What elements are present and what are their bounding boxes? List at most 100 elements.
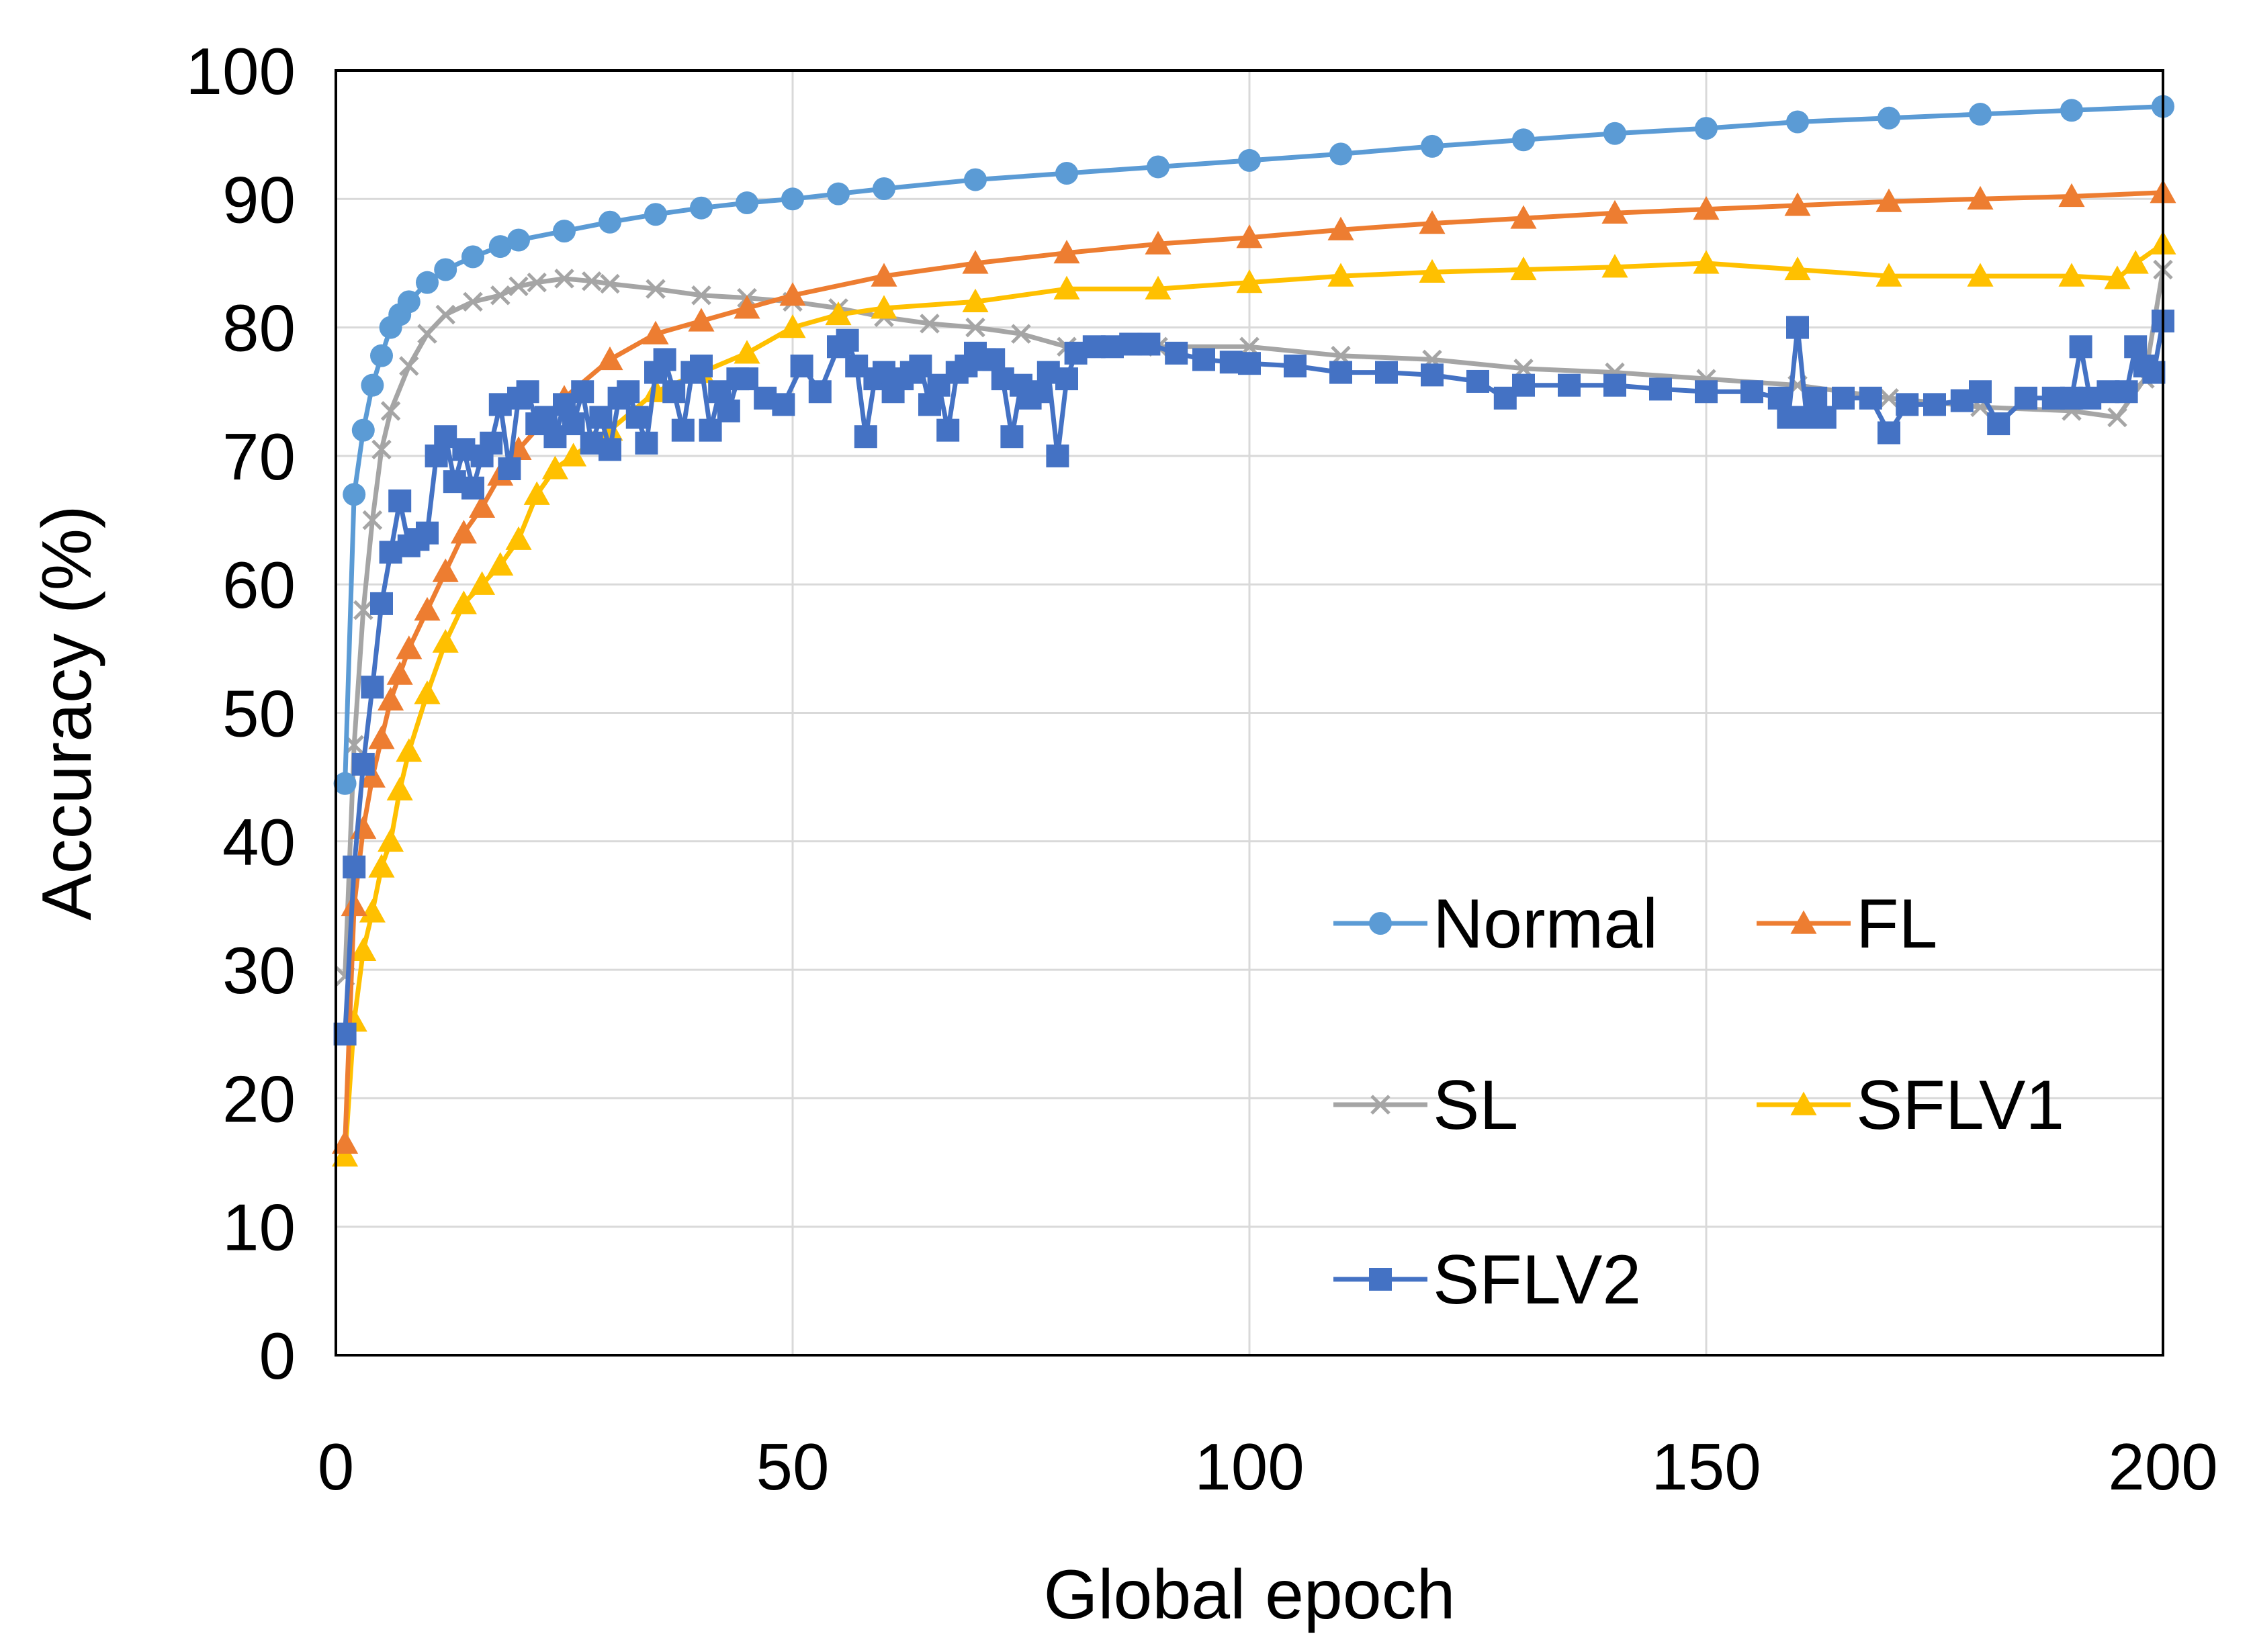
fl-point xyxy=(871,263,897,287)
sflv2-point xyxy=(772,393,795,416)
sflv2-point xyxy=(498,457,521,481)
legend-label: SFLV1 xyxy=(1856,1066,2064,1144)
normal-point xyxy=(1147,155,1169,179)
fl-point xyxy=(359,764,386,788)
sflv2-point xyxy=(1603,373,1626,397)
normal-point xyxy=(827,182,850,205)
legend-label: FL xyxy=(1856,885,1937,963)
sflv1-point xyxy=(450,590,477,614)
sflv2-point xyxy=(617,380,640,404)
legend-label: Normal xyxy=(1433,885,1658,963)
normal-point xyxy=(964,168,987,191)
fl-point xyxy=(1236,224,1263,248)
sflv2-point xyxy=(1923,393,1946,416)
fl-point xyxy=(688,308,715,332)
sflv2-point xyxy=(2015,386,2037,410)
fl-point xyxy=(386,661,413,685)
y-axis-title: Accuracy (%) xyxy=(28,505,106,920)
sflv2-point xyxy=(982,348,1006,371)
sflv1-point xyxy=(1967,263,1994,287)
sflv1-point xyxy=(560,443,587,467)
normal-point xyxy=(736,191,758,215)
fl-point xyxy=(734,295,760,319)
sflv2-point xyxy=(1832,386,1855,410)
sflv2-point xyxy=(790,354,813,377)
sflv2-point xyxy=(361,676,384,699)
sflv1-point xyxy=(487,551,514,576)
sflv1-point xyxy=(1510,256,1537,281)
fl-point xyxy=(414,596,441,621)
sflv2-point xyxy=(854,425,877,449)
sflv2-point xyxy=(370,592,393,615)
sflv2-point xyxy=(461,476,484,500)
normal-point xyxy=(690,196,713,220)
legend-label: SL xyxy=(1433,1066,1518,1144)
fl-point xyxy=(432,558,459,582)
sflv2-point xyxy=(1896,393,1919,416)
legend-item-sflv2: SFLV2 xyxy=(1333,1241,1641,1319)
sflv1-point xyxy=(1236,269,1263,293)
sflv2-point xyxy=(480,431,503,455)
sflv2-point xyxy=(1028,380,1051,404)
normal-point xyxy=(461,245,484,269)
normal-point xyxy=(1055,162,1078,185)
sflv2-point xyxy=(416,521,439,545)
legend-marker xyxy=(1790,1091,1817,1115)
sflv1-point xyxy=(2122,250,2149,274)
fl-point xyxy=(469,494,496,518)
sl-point xyxy=(490,285,511,306)
normal-point xyxy=(488,235,512,259)
sflv2-point xyxy=(1375,361,1398,384)
y-tick-label: 50 xyxy=(222,677,296,751)
fl-point xyxy=(1419,210,1446,234)
sflv2-point xyxy=(1000,425,1024,449)
sflv2-point xyxy=(1192,348,1215,371)
series-layer xyxy=(332,95,2176,1167)
sflv2-point xyxy=(736,367,758,391)
legend-item-normal: Normal xyxy=(1333,885,1658,963)
sflv2-point xyxy=(1649,377,1672,401)
fl-point xyxy=(396,635,423,659)
fl-point xyxy=(450,520,477,544)
sflv2-point xyxy=(1558,373,1581,397)
sl-point xyxy=(600,273,620,294)
sflv1-point xyxy=(469,571,496,595)
sl-point xyxy=(380,401,401,421)
normal-point xyxy=(599,210,621,234)
sflv2-point xyxy=(1421,363,1444,387)
sflv2-point xyxy=(918,393,941,416)
sflv2-point xyxy=(2069,335,2092,359)
sflv2-point xyxy=(699,418,722,442)
sflv2-point xyxy=(599,438,621,461)
fl-point xyxy=(1784,192,1811,216)
sflv2-point xyxy=(2142,361,2166,384)
plot-area-border xyxy=(335,69,2164,1357)
fl-point xyxy=(642,320,669,345)
sl-point xyxy=(353,600,373,621)
sflv1-point xyxy=(368,854,395,878)
series-fl xyxy=(332,179,2176,1154)
sl-point xyxy=(417,324,437,344)
legend-item-sl: SL xyxy=(1333,1066,1518,1144)
sl-point xyxy=(965,317,985,338)
normal-point xyxy=(507,228,530,252)
sflv1-point xyxy=(386,776,413,800)
sflv2-point xyxy=(1512,373,1535,397)
sflv2-point xyxy=(1695,380,1718,404)
fl-point xyxy=(2058,183,2085,208)
series-normal xyxy=(333,95,2174,795)
normal-point xyxy=(553,220,576,243)
sflv1-point xyxy=(332,1142,359,1167)
sflv2-point xyxy=(1987,412,2011,436)
sl-point xyxy=(527,272,547,293)
sflv2-point xyxy=(2115,380,2138,404)
sflv1-point xyxy=(1327,263,1354,287)
sflv1-point xyxy=(1601,254,1628,278)
sflv1-point xyxy=(1419,259,1446,283)
legend: Normal FL SL SFLV1 SFLV2 xyxy=(1333,885,2064,1319)
y-tick-label: 80 xyxy=(222,291,296,365)
sl-point xyxy=(463,291,483,312)
normal-point xyxy=(1603,122,1626,145)
sflv2-point xyxy=(836,328,859,352)
